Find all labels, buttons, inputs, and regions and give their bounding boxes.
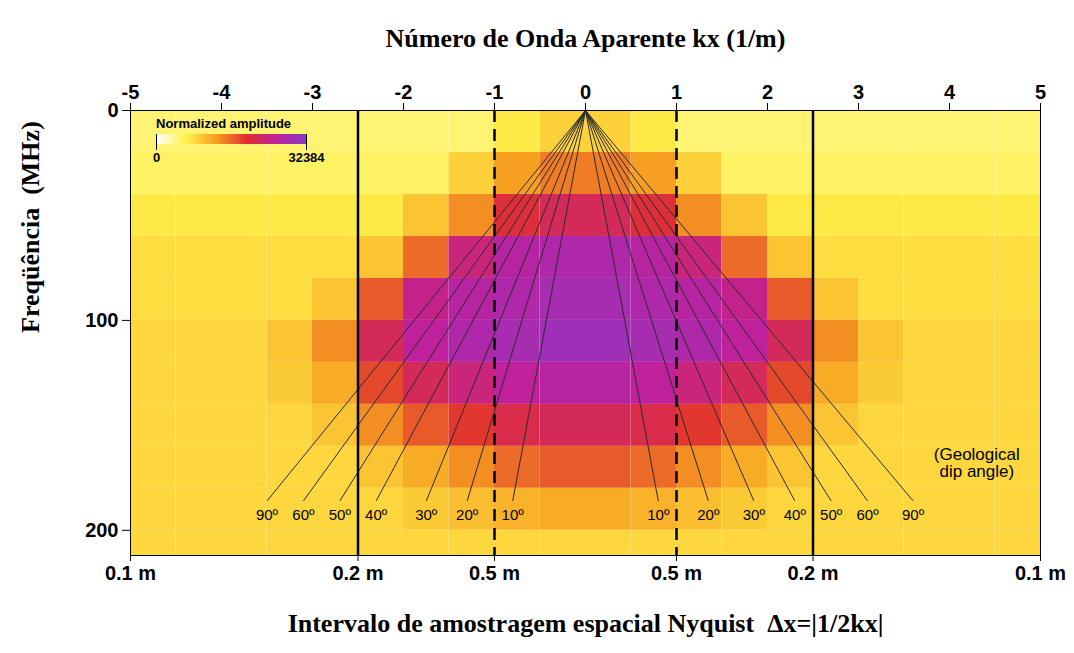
svg-text:0.5 m: 0.5 m — [469, 562, 520, 584]
svg-text:200: 200 — [85, 519, 118, 541]
svg-text:10º: 10º — [647, 506, 670, 523]
svg-text:10º: 10º — [502, 506, 525, 523]
svg-text:100: 100 — [85, 309, 118, 331]
svg-text:90º: 90º — [902, 506, 925, 523]
svg-text:60º: 60º — [292, 506, 315, 523]
svg-text:0.2 m: 0.2 m — [332, 562, 383, 584]
svg-text:0: 0 — [580, 81, 591, 103]
svg-text:-3: -3 — [304, 81, 322, 103]
svg-text:0.1 m: 0.1 m — [1015, 562, 1066, 584]
svg-text:50º: 50º — [820, 506, 843, 523]
svg-text:-1: -1 — [486, 81, 504, 103]
svg-text:-5: -5 — [122, 81, 140, 103]
svg-text:Intervalo de amostragem espaci: Intervalo de amostragem espacial Nyquist… — [288, 609, 884, 638]
svg-text:30º: 30º — [415, 506, 438, 523]
svg-text:32384: 32384 — [288, 150, 325, 165]
svg-text:90º: 90º — [256, 506, 279, 523]
svg-text:5: 5 — [1035, 81, 1046, 103]
svg-text:0.1 m: 0.1 m — [105, 562, 156, 584]
svg-text:40º: 40º — [365, 506, 388, 523]
svg-text:-4: -4 — [213, 81, 232, 103]
svg-text:60º: 60º — [857, 506, 880, 523]
svg-text:1: 1 — [671, 81, 682, 103]
svg-text:0: 0 — [153, 150, 160, 165]
svg-text:20º: 20º — [456, 506, 479, 523]
svg-text:Número de Onda Aparente kx (1/: Número de Onda Aparente kx (1/m) — [386, 24, 786, 53]
svg-text:(Geologicaldip angle): (Geologicaldip angle) — [934, 445, 1020, 481]
svg-text:40º: 40º — [784, 506, 807, 523]
svg-text:0: 0 — [107, 99, 118, 121]
svg-text:Freqüência (MHz): Freqüência (MHz) — [16, 121, 45, 333]
svg-text:-2: -2 — [395, 81, 413, 103]
svg-text:0.5 m: 0.5 m — [651, 562, 702, 584]
svg-text:3: 3 — [853, 81, 864, 103]
svg-text:20º: 20º — [697, 506, 720, 523]
svg-text:2: 2 — [762, 81, 773, 103]
svg-text:Normalized amplitude: Normalized amplitude — [156, 116, 291, 131]
svg-text:0.2 m: 0.2 m — [787, 562, 838, 584]
svg-text:4: 4 — [944, 81, 956, 103]
svg-text:50º: 50º — [329, 506, 352, 523]
svg-text:30º: 30º — [743, 506, 766, 523]
